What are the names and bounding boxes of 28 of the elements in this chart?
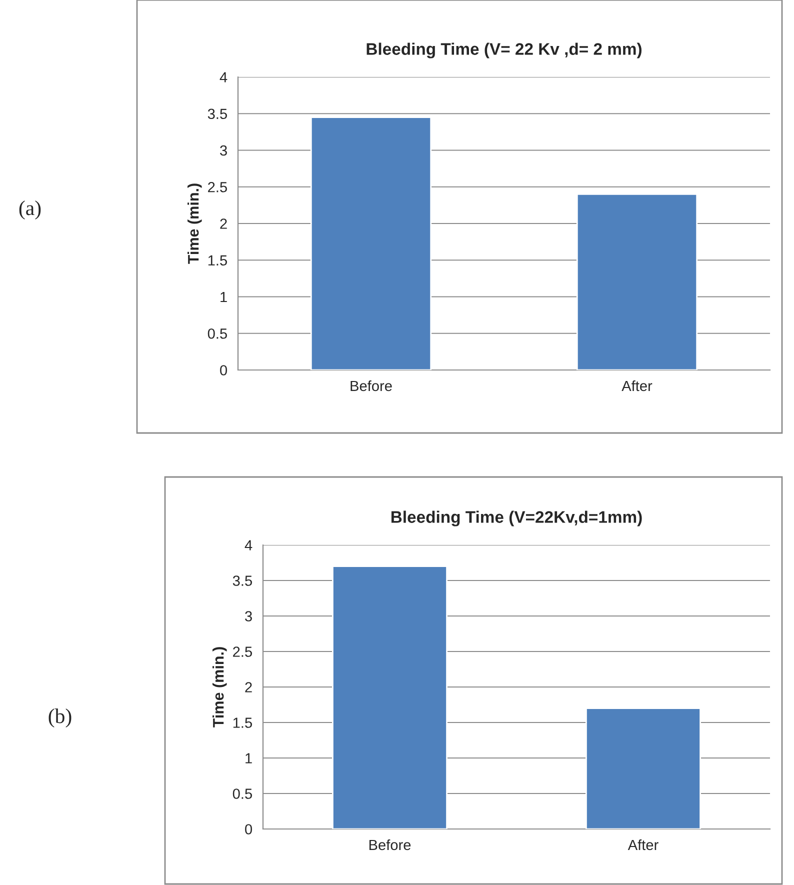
text: (b) xyxy=(48,708,72,728)
y-tick-label: 2 xyxy=(245,682,252,692)
y-tick-label: 0.5 xyxy=(208,328,227,339)
y-tick-label: 2.5 xyxy=(208,182,227,192)
y-tick-label: 0 xyxy=(220,365,228,376)
y-tick-label: 1.5 xyxy=(208,255,227,266)
chart-title: Bleeding Time (V= 22 Kv ,d= 2 mm) xyxy=(366,42,642,58)
y-tick-label: 3 xyxy=(220,145,227,156)
y-tick-label: 0 xyxy=(245,824,252,834)
y-tick-label: 4 xyxy=(220,72,228,82)
text: (a) xyxy=(19,200,41,220)
y-tick-label: 1 xyxy=(246,753,252,764)
y-tick-label: 0.5 xyxy=(232,788,252,799)
y-tick-label: 2.5 xyxy=(233,646,252,657)
y-tick-label: 4 xyxy=(244,540,252,550)
x-tick-label: Before xyxy=(369,839,411,850)
y-tick-label: 1 xyxy=(220,292,227,302)
y-axis-title: Time (min.) xyxy=(188,184,202,264)
x-tick-label: After xyxy=(628,839,658,850)
chart-title: Bleeding Time (V=22Kv,d=1mm) xyxy=(391,510,642,526)
y-tick-label: 2 xyxy=(220,218,227,229)
y-tick-label: 1.5 xyxy=(233,718,252,728)
y-tick-label: 3.5 xyxy=(232,576,252,586)
y-axis-title: Time (min.) xyxy=(212,647,227,728)
y-tick-label: 3 xyxy=(245,611,252,622)
x-tick-label: Before xyxy=(350,380,392,392)
x-tick-label: After xyxy=(622,380,652,392)
y-tick-label: 3.5 xyxy=(208,108,227,120)
